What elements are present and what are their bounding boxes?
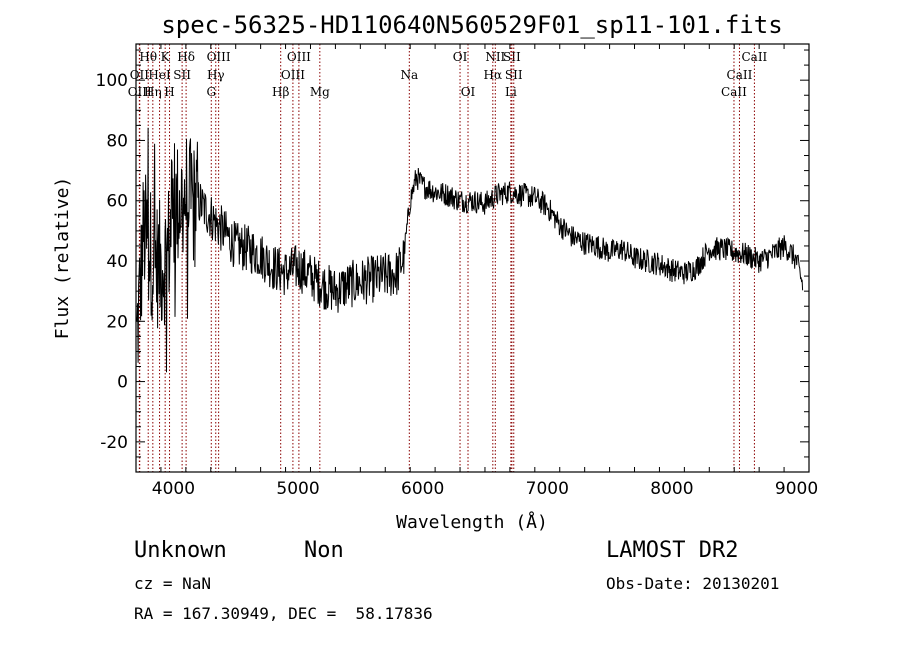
x-tick-label-4000: 4000 [152, 479, 195, 499]
line-marker-label-17: OI [453, 50, 468, 64]
x-tick-label-6000: 6000 [401, 479, 444, 499]
object-class: Unknown [134, 538, 227, 563]
spectrum-line [136, 127, 804, 373]
line-marker-label-19: NII [485, 50, 505, 64]
line-marker-label-18: OI [461, 85, 476, 99]
line-marker-label-20: Hα [484, 68, 503, 82]
redshift: cz = NaN [134, 574, 212, 593]
line-marker-label-3: K [161, 50, 171, 64]
y-tick-label-20: 20 [106, 312, 128, 332]
line-marker-label-15: Mg [310, 85, 330, 99]
y-tick-label--20: -20 [100, 433, 128, 453]
line-marker-label-13: OIII [287, 50, 311, 64]
line-marker-label-10: Hγ [207, 68, 225, 82]
x-axis-label: Wavelength (Å) [396, 511, 548, 533]
plot-frame [135, 43, 810, 473]
line-marker-label-6: HeI [148, 68, 171, 82]
line-marker-label-11: G [206, 85, 216, 99]
line-marker-label-8: Hδ [177, 50, 195, 64]
spectrum-layer [136, 127, 804, 373]
x-tick-label-8000: 8000 [650, 479, 693, 499]
y-tick-label-100: 100 [96, 71, 128, 91]
y-tick-label-60: 60 [106, 192, 128, 212]
y-tick-label-40: 40 [106, 252, 128, 272]
line-marker-label-22: SII [505, 68, 523, 82]
survey-name: LAMOST DR2 [606, 538, 739, 563]
line-marker-label-4: H [164, 85, 174, 99]
line-marker-label-24: CaII [741, 50, 767, 64]
line-marker-label-2: OIII [128, 85, 152, 99]
obs-date: Obs-Date: 20130201 [606, 574, 780, 593]
chart-title: spec-56325-HD110640N560529F01_sp11-101.f… [161, 11, 782, 39]
line-marker-label-26: CaII [721, 85, 747, 99]
x-tick-label-7000: 7000 [526, 479, 569, 499]
line-marker-label-14: OIII [281, 68, 305, 82]
x-tick-label-9000: 9000 [775, 479, 818, 499]
line-marker-label-1: OII [130, 68, 150, 82]
line-marker-label-16: Na [400, 68, 418, 82]
y-tick-label-0: 0 [117, 373, 128, 393]
x-tick-label-5000: 5000 [276, 479, 319, 499]
line-marker-label-12: Hβ [272, 85, 289, 99]
y-axis-label: Flux (relative) [52, 177, 73, 340]
line-marker-label-7: SII [173, 68, 191, 82]
x-axis-ticks: 4000 5000 6000 7000 8000 9000 [135, 44, 818, 499]
y-axis-ticks: -20 0 20 40 60 80 100 [96, 49, 809, 473]
y-tick-label-80: 80 [106, 131, 128, 151]
object-subclass: Non [304, 538, 344, 563]
coordinates: RA = 167.30949, DEC = 58.17836 [134, 604, 433, 623]
line-marker-label-0: Hθ [139, 50, 157, 64]
line-marker-label-9: OIII [207, 50, 231, 64]
line-marker-label-21: SII [503, 50, 521, 64]
line-marker-label-5: Hη [144, 85, 162, 99]
line-marker-label-23: Li [505, 85, 517, 99]
line-marker-label-25: CaII [727, 68, 753, 82]
